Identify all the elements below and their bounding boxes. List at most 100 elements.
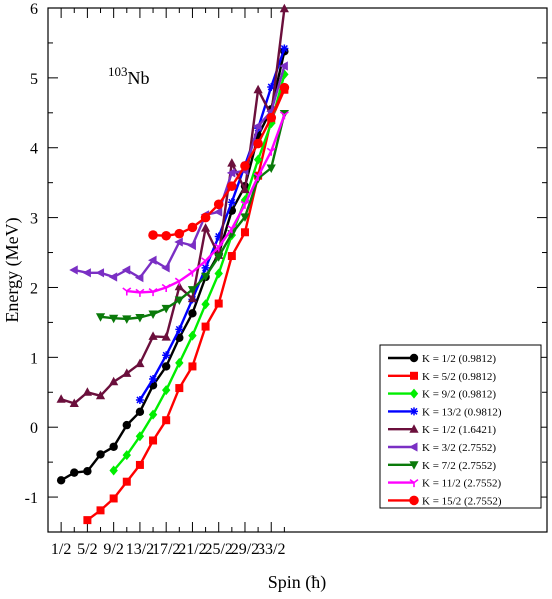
data-point	[148, 331, 158, 340]
data-point	[149, 436, 158, 445]
data-point	[148, 255, 157, 265]
legend-marker	[409, 442, 418, 452]
legend-marker	[409, 478, 419, 488]
x-tick-label: 29/2	[231, 541, 259, 558]
y-tick-label: 6	[30, 1, 38, 18]
data-point	[227, 181, 237, 191]
data-point	[122, 368, 132, 377]
data-point	[69, 398, 79, 407]
data-point	[188, 330, 197, 341]
data-point	[226, 168, 236, 178]
data-point	[122, 477, 131, 486]
data-point	[253, 84, 263, 94]
data-point	[56, 476, 66, 485]
data-point	[174, 281, 184, 291]
data-point	[174, 296, 184, 306]
data-point	[135, 395, 144, 404]
data-point	[149, 374, 158, 383]
data-point	[83, 516, 92, 525]
y-tick-label: 3	[30, 211, 38, 228]
data-point	[122, 287, 132, 296]
data-point	[174, 277, 184, 286]
data-point	[135, 407, 145, 417]
series-group	[148, 82, 290, 241]
legend-label: K = 3/2 (2.7552)	[422, 442, 496, 454]
legend-marker	[409, 495, 419, 506]
x-tick-label: 21/2	[178, 541, 206, 558]
data-point	[227, 225, 237, 234]
data-point	[200, 223, 211, 232]
data-point	[214, 268, 223, 279]
data-point	[175, 357, 184, 368]
legend-item: K = 3/2 (2.7552)	[388, 442, 496, 454]
data-point	[82, 268, 91, 278]
x-tick-label: 17/2	[152, 541, 180, 558]
data-point	[70, 468, 79, 477]
legend-label: K = 13/2 (0.9812)	[422, 406, 502, 418]
data-point	[121, 265, 131, 275]
legend-marker	[409, 424, 419, 433]
data-point	[122, 315, 132, 324]
data-point	[161, 230, 171, 241]
data-point	[56, 394, 66, 403]
legend-label: K = 15/2 (2.7552)	[422, 495, 502, 507]
data-point	[82, 387, 92, 396]
data-point	[266, 112, 277, 123]
data-point	[266, 147, 276, 156]
data-point	[187, 293, 198, 303]
series-line	[112, 74, 286, 472]
data-point	[240, 161, 250, 171]
data-point	[174, 228, 185, 239]
series-group	[83, 85, 289, 525]
series-line	[138, 48, 286, 401]
x-axis-title: Spin (ħ)	[268, 572, 327, 593]
legend-label: K = 9/2 (0.9812)	[422, 389, 496, 401]
data-point	[279, 82, 290, 93]
data-point	[135, 314, 145, 323]
legend-item: K = 5/2 (0.9812)	[388, 371, 496, 383]
data-point	[253, 138, 263, 149]
legend-marker	[410, 407, 418, 416]
legend-marker	[409, 388, 419, 399]
series-group	[135, 44, 289, 404]
data-point	[135, 358, 145, 368]
data-point	[279, 61, 288, 71]
data-point	[174, 237, 183, 247]
legend-item: K = 13/2 (0.9812)	[388, 406, 502, 418]
data-point	[161, 283, 171, 292]
data-point	[95, 268, 105, 278]
data-point	[279, 111, 289, 120]
data-point	[240, 200, 250, 209]
data-point	[201, 299, 210, 310]
data-point	[109, 442, 118, 451]
legend-items: K = 1/2 (0.9812) K = 5/2 (0.9812) K = 9/2 …	[388, 353, 502, 507]
data-point	[200, 212, 211, 223]
legend-item: K = 9/2 (0.9812)	[388, 388, 496, 401]
data-point	[108, 272, 118, 282]
data-point	[201, 322, 210, 331]
data-point	[279, 3, 289, 13]
y-tick-label: 2	[30, 280, 38, 297]
data-point	[214, 299, 223, 308]
legend-label: K = 1/2 (1.6421)	[422, 424, 496, 436]
data-point	[187, 286, 198, 295]
data-point	[213, 199, 224, 210]
data-point	[134, 273, 144, 283]
legend-item: K = 1/2 (1.6421)	[388, 424, 496, 436]
data-point	[69, 265, 78, 275]
data-point	[240, 228, 249, 237]
data-point	[200, 272, 211, 282]
y-tick-label: 0	[30, 420, 38, 437]
data-point	[109, 314, 119, 324]
data-point	[109, 494, 118, 503]
data-point	[96, 506, 105, 515]
legend-item: K = 7/2 (2.7552)	[388, 460, 496, 472]
data-point	[109, 465, 118, 476]
data-point	[201, 263, 210, 272]
legend-marker	[409, 353, 419, 363]
data-point	[240, 213, 250, 222]
data-point	[122, 420, 131, 430]
series-group	[56, 3, 289, 407]
y-tick-label: -1	[25, 490, 38, 507]
